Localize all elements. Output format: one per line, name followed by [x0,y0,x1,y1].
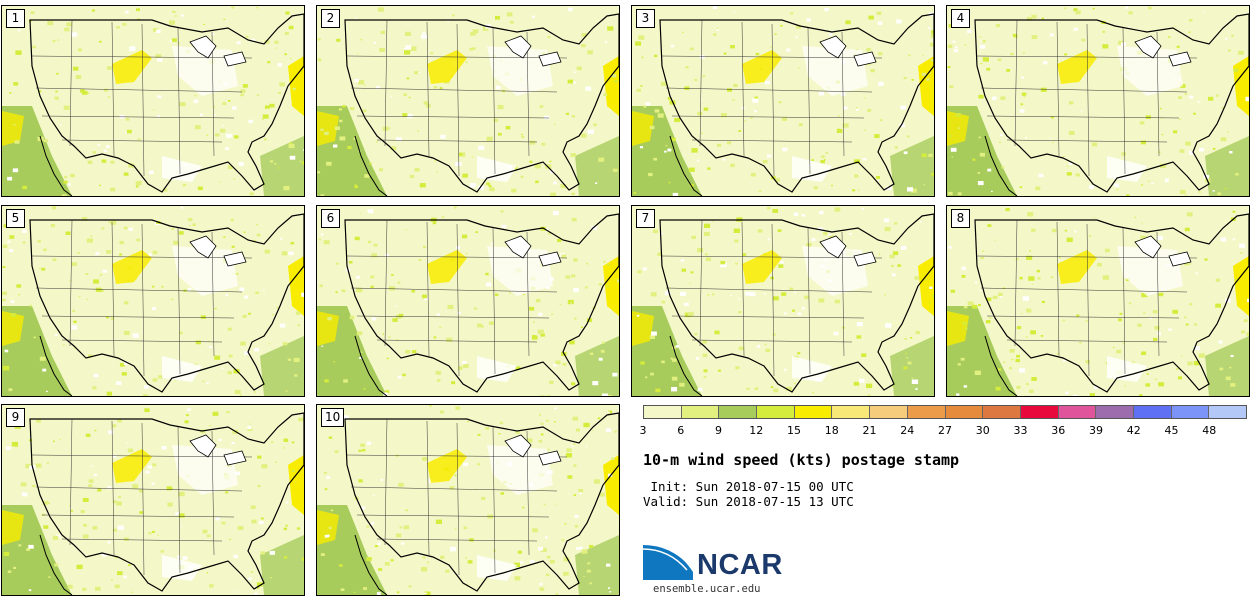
colorbar-tick-label: 27 [938,424,952,437]
colorbar-segment [907,406,946,418]
site-url: ensemble.ucar.edu [653,583,761,595]
panel-number: 9 [6,408,25,427]
wind-speed-map [2,6,304,196]
wind-speed-map [947,206,1249,396]
colorbar-segment [1171,406,1210,418]
map-panel: 2 [316,5,620,197]
colorbar-tick-label: 24 [900,424,915,437]
colorbar-tick-label: 9 [715,424,722,437]
map-panel: 4 [946,5,1250,197]
colorbar-ticks: 3 6 9 12 15 18 21 24 27 30 33 36 39 42 45 48 [639,424,1247,438]
colorbar-tick-label: 39 [1089,424,1103,437]
map-panel: 10 [316,404,620,596]
panel-number: 4 [951,9,970,28]
wind-speed-map [317,6,619,196]
wind-speed-map [2,405,304,595]
colorbar-tick-label: 45 [1164,424,1179,437]
map-panel: 6 [316,205,620,397]
map-panel: 9 [1,404,305,596]
colorbar [643,405,1247,419]
wind-speed-map [632,6,934,196]
colorbar-tick-label: 30 [975,424,990,437]
wind-speed-map [317,206,619,396]
map-panel: 5 [1,205,305,397]
panel-number: 2 [321,9,340,28]
panel-number: 6 [321,209,340,228]
panel-number: 7 [636,209,655,228]
colorbar-segment [719,406,758,418]
colorbar-segment [945,406,984,418]
colorbar-segment [681,406,720,418]
valid-time: Valid: Sun 2018-07-15 13 UTC [643,494,854,509]
panel-number: 10 [321,408,345,427]
panel-number: 1 [6,9,25,28]
colorbar-tick-label: 33 [1013,424,1028,437]
map-panel: 8 [946,205,1250,397]
colorbar-segment [832,406,871,418]
colorbar-segment [757,406,795,418]
wind-speed-map [947,6,1249,196]
colorbar-segment [983,406,1021,418]
colorbar-segment [1133,406,1172,418]
init-time: Init: Sun 2018-07-15 00 UTC [643,479,854,494]
colorbar-segment [1058,406,1097,418]
wind-speed-map [632,206,934,396]
ncar-logo-text: NCAR [697,549,783,581]
panel-number: 3 [636,9,655,28]
colorbar-tick-label: 36 [1051,424,1066,437]
colorbar-tick-label: 21 [862,424,877,437]
colorbar-tick-label: 6 [677,424,685,437]
colorbar-tick-label: 48 [1202,424,1217,437]
colorbar-segment [794,406,833,418]
colorbar-segment [1096,406,1134,418]
colorbar-segment [644,406,682,418]
colorbar-tick-label: 42 [1126,424,1141,437]
colorbar-tick-label: 15 [787,424,801,437]
panel-number: 8 [951,209,970,228]
chart-title: 10-m wind speed (kts) postage stamp [643,451,960,469]
panel-number: 5 [6,209,25,228]
colorbar-tick-label: 3 [639,424,647,437]
colorbar-segment [870,406,908,418]
wind-speed-map [317,405,619,595]
map-panel: 1 [1,5,305,197]
colorbar-tick-label: 12 [749,424,764,437]
colorbar-segment [1209,406,1246,418]
colorbar-tick-label: 18 [824,424,839,437]
map-panel: 3 [631,5,935,197]
map-panel: 7 [631,205,935,397]
colorbar-segment [1020,406,1059,418]
ncar-logo-icon [643,543,693,580]
wind-speed-map [2,206,304,396]
